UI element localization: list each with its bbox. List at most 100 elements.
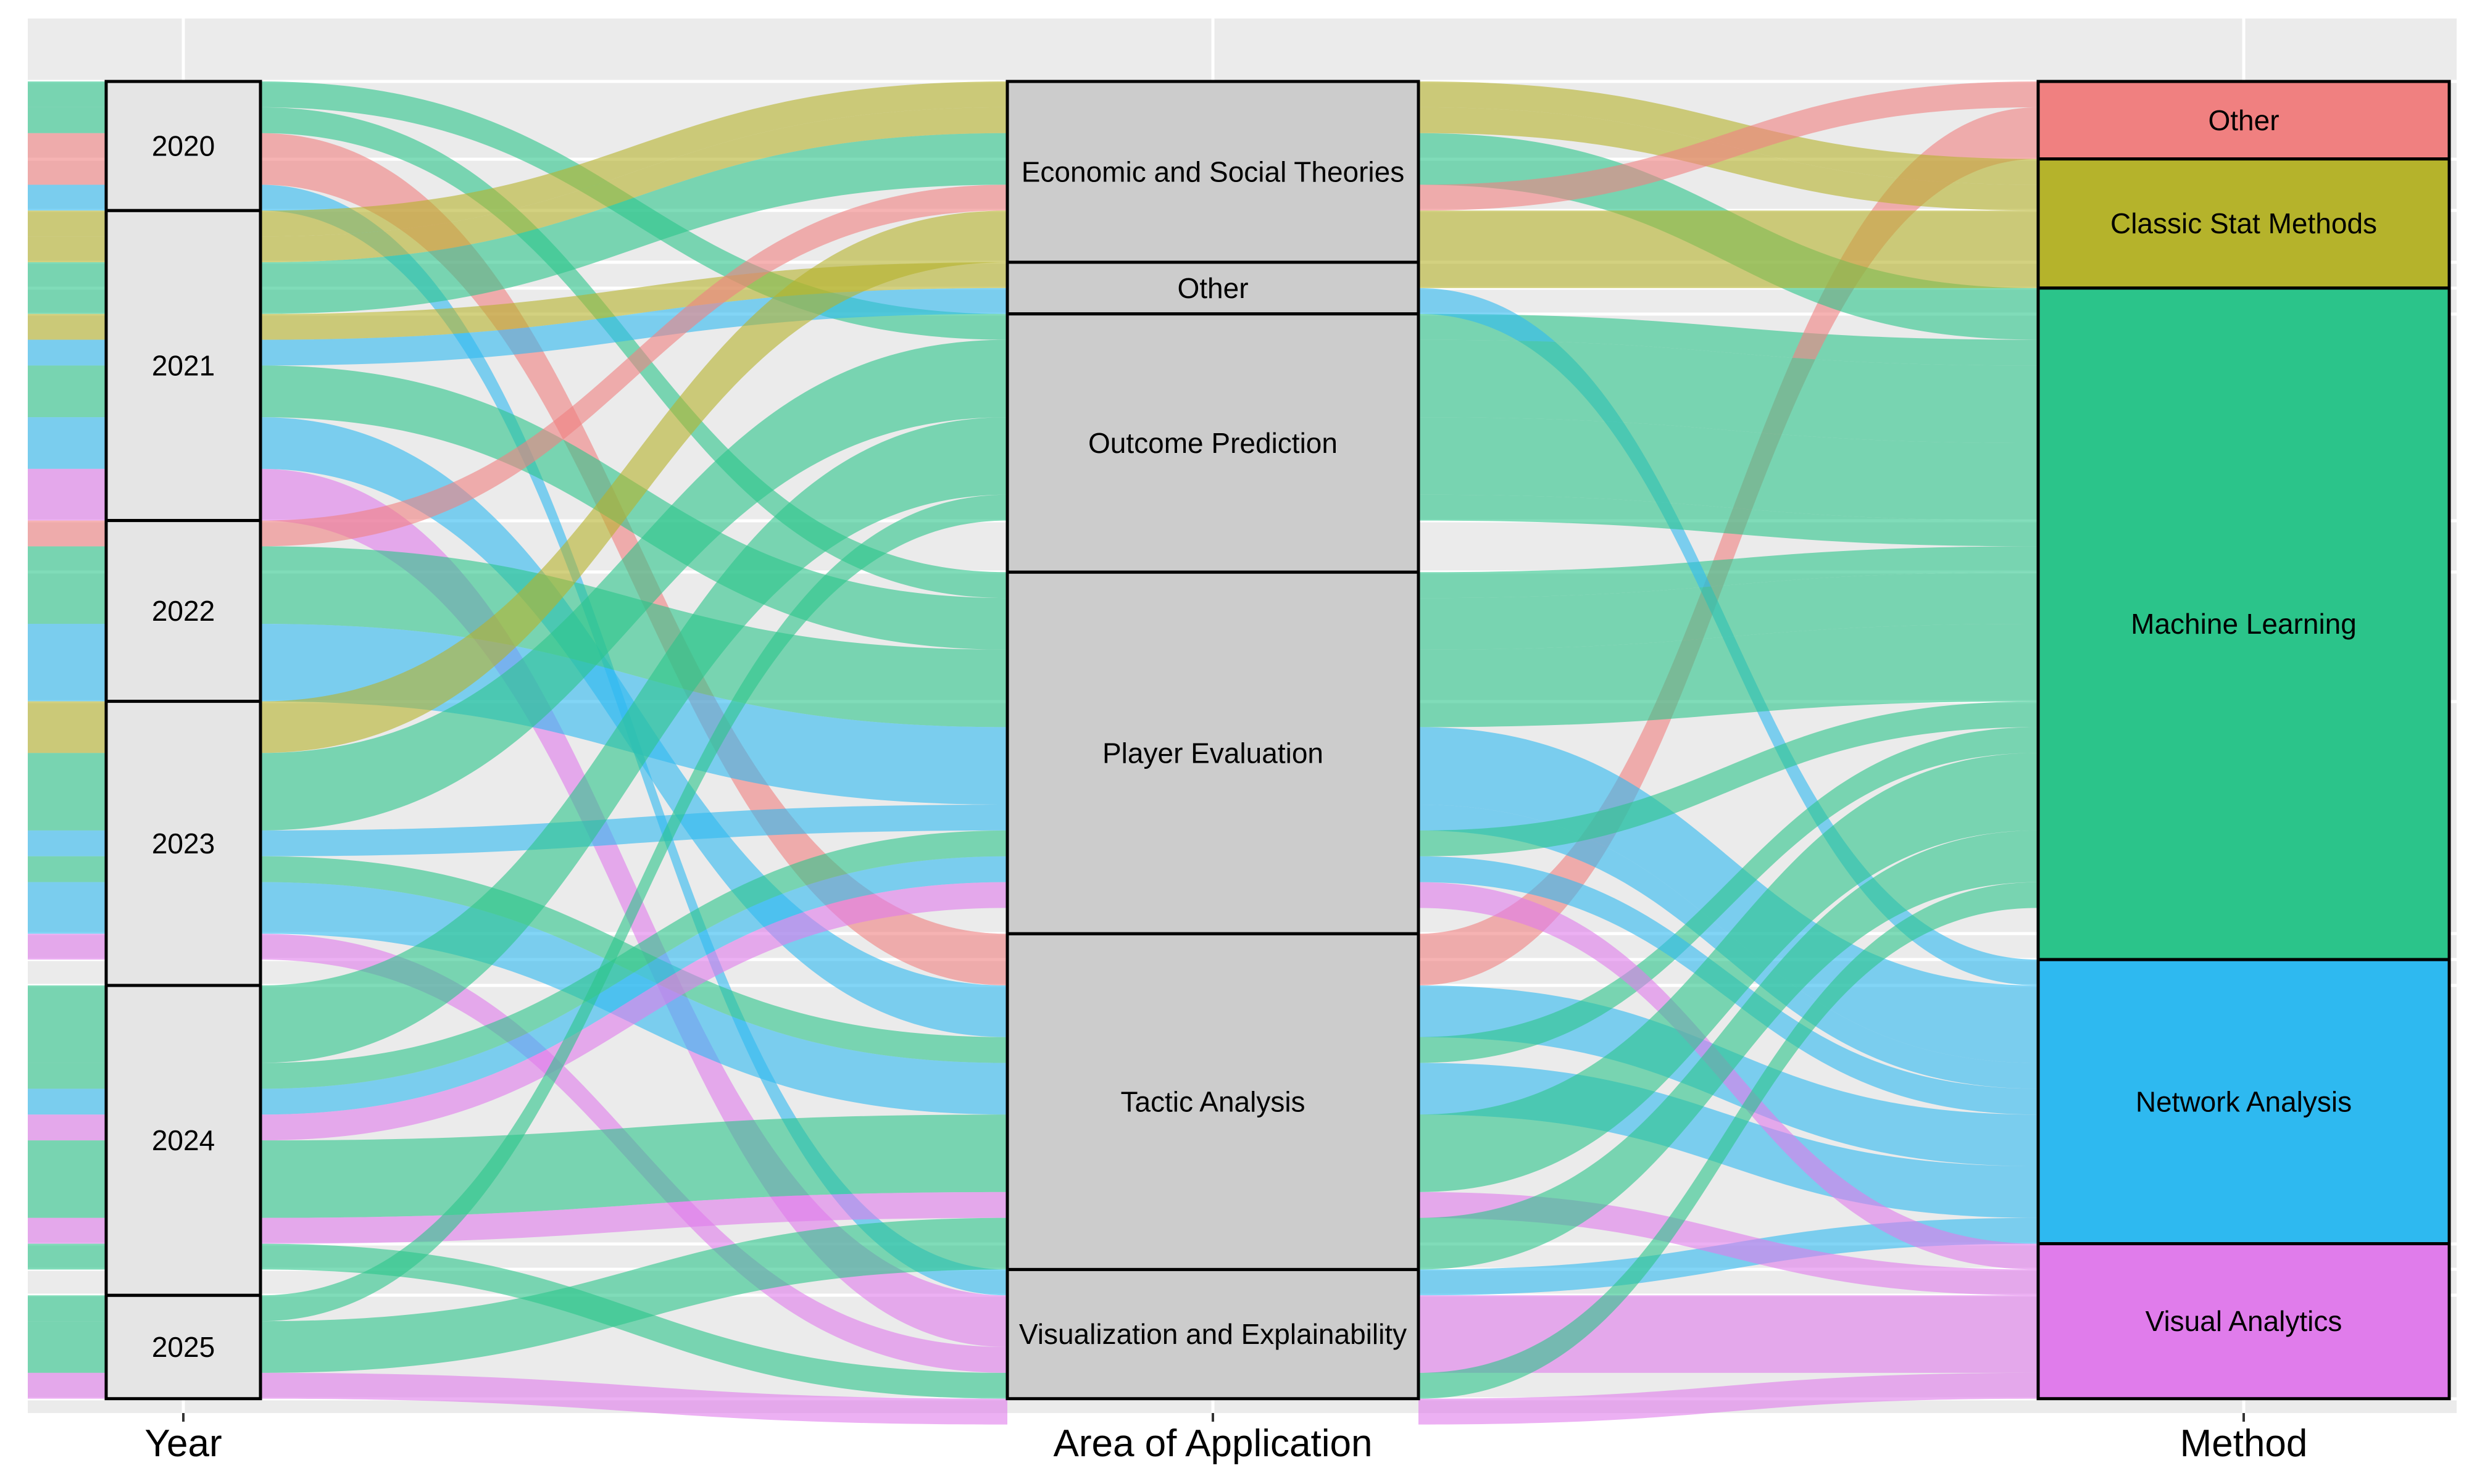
flow-stub [28, 1243, 106, 1270]
flow [28, 1372, 2038, 1425]
stratum: 2021 [104, 209, 262, 523]
stratum-label: Visual Analytics [2146, 1305, 2342, 1337]
flow-stub [28, 882, 106, 934]
flow-ribbon [1418, 494, 2038, 547]
flow-ribbon [1418, 753, 2038, 1192]
stratum: Tactic Analysis [1006, 932, 1420, 1271]
flow-ribbon [260, 805, 1007, 856]
stratum-label: Network Analysis [2136, 1085, 2352, 1117]
flows [28, 81, 2038, 1425]
stratum: 2025 [104, 1293, 262, 1401]
flow-stub [28, 133, 106, 185]
flow-stub [28, 1372, 106, 1399]
axis-label: Year [144, 1422, 222, 1465]
stratum: Visualization and Explainability [1006, 1267, 1420, 1401]
flow-ribbon [260, 81, 1007, 237]
flow-ribbon [1418, 572, 2038, 650]
flow-ribbon [1418, 417, 2038, 521]
flow-ribbon [1418, 339, 2038, 443]
flow-stub [28, 107, 106, 133]
stratum-label: 2021 [152, 349, 215, 381]
flow-ribbon [1418, 701, 2038, 856]
flow [28, 339, 2038, 831]
flow [28, 701, 2038, 1089]
stratum-box [104, 700, 262, 987]
flow-ribbon [260, 339, 1007, 831]
stratum-label: Other [1177, 272, 1248, 304]
flow-ribbon [1418, 830, 2038, 1270]
stratum-box [1006, 312, 1420, 574]
stratum-label: Classic Stat Methods [2110, 207, 2377, 239]
flow-ribbon [260, 107, 1007, 262]
axis-label: Area of Application [1053, 1422, 1372, 1465]
stratum-box [104, 984, 262, 1297]
stratum: Outcome Prediction [1006, 312, 1420, 574]
flow-ribbon [1418, 107, 2038, 985]
stratum-box [1006, 260, 1420, 316]
stratum-label: Economic and Social Theories [1022, 156, 1404, 188]
flow-ribbon [1418, 546, 2038, 599]
stratum-box [1006, 932, 1420, 1271]
stratum: 2023 [104, 700, 262, 987]
stratum-label: Outcome Prediction [1088, 427, 1338, 459]
strata: 2020 2021 2022 2023 2024 2025 Economic and Soc… [104, 80, 2451, 1401]
stratum-box [104, 519, 262, 703]
flow [28, 882, 2038, 1270]
axis-labels: Year Area of Application Method [144, 1413, 2307, 1465]
flow-ribbon [260, 1372, 1007, 1425]
flow [28, 417, 2038, 1063]
flow-ribbon [1418, 1217, 2038, 1296]
flow-ribbon [260, 882, 1007, 1141]
flow-ribbon [1418, 1372, 2038, 1425]
flow-ribbon [260, 210, 1007, 753]
stratum-box [2036, 1242, 2451, 1401]
flow-stub [28, 520, 106, 547]
stratum: Visual Analytics [2036, 1242, 2451, 1401]
flow-stub [28, 830, 106, 856]
stratum: Classic Stat Methods [2036, 157, 2451, 290]
flow-stub [28, 1063, 106, 1089]
flow-stub [28, 468, 106, 521]
flow-stub [28, 753, 106, 831]
stratum-label: 2020 [152, 130, 215, 162]
flow-ribbon [1418, 81, 2038, 211]
flow-stub [28, 1321, 106, 1373]
flow-ribbon [260, 1217, 1007, 1373]
flow-ribbon [1418, 882, 2038, 1399]
flow-stub [28, 313, 106, 340]
stratum-label: 2024 [152, 1124, 215, 1156]
flow-ribbon [260, 184, 1007, 547]
flow-ribbon [1418, 1295, 2038, 1347]
stratum: 2020 [104, 80, 262, 212]
stratum: Network Analysis [2036, 958, 2451, 1246]
stratum: Machine Learning [2036, 286, 2451, 961]
flow-ribbon [1418, 210, 2038, 262]
flow-ribbon [1418, 313, 2038, 366]
flow-stub [28, 1088, 106, 1115]
stratum: Economic and Social Theories [1006, 80, 1420, 264]
flow-stub [28, 1114, 106, 1141]
axis-label: Method [2180, 1422, 2308, 1465]
flow-ribbon [260, 133, 1007, 314]
flow-ribbon [260, 546, 1007, 727]
flow-ribbon [260, 494, 1007, 1322]
stratum: Player Evaluation [1006, 570, 1420, 935]
flow-stub [28, 417, 106, 469]
stratum-box [104, 80, 262, 212]
flow-stub [28, 985, 106, 1063]
stratum-label: 2022 [152, 595, 215, 627]
flow-ribbon [260, 830, 1007, 1089]
flow-stub [28, 624, 106, 702]
flow-stub [28, 1295, 106, 1322]
flow [28, 753, 2038, 1218]
stratum-box [2036, 286, 2451, 961]
stratum-box [1006, 80, 1420, 264]
stratum-label: 2023 [152, 827, 215, 860]
flow-stub [28, 1140, 106, 1218]
flow-ribbon [1418, 624, 2038, 727]
flow [28, 546, 2038, 727]
flow-ribbon [1418, 727, 2038, 1063]
stratum: Other [2036, 80, 2451, 161]
flow-ribbon [1418, 882, 2038, 1270]
